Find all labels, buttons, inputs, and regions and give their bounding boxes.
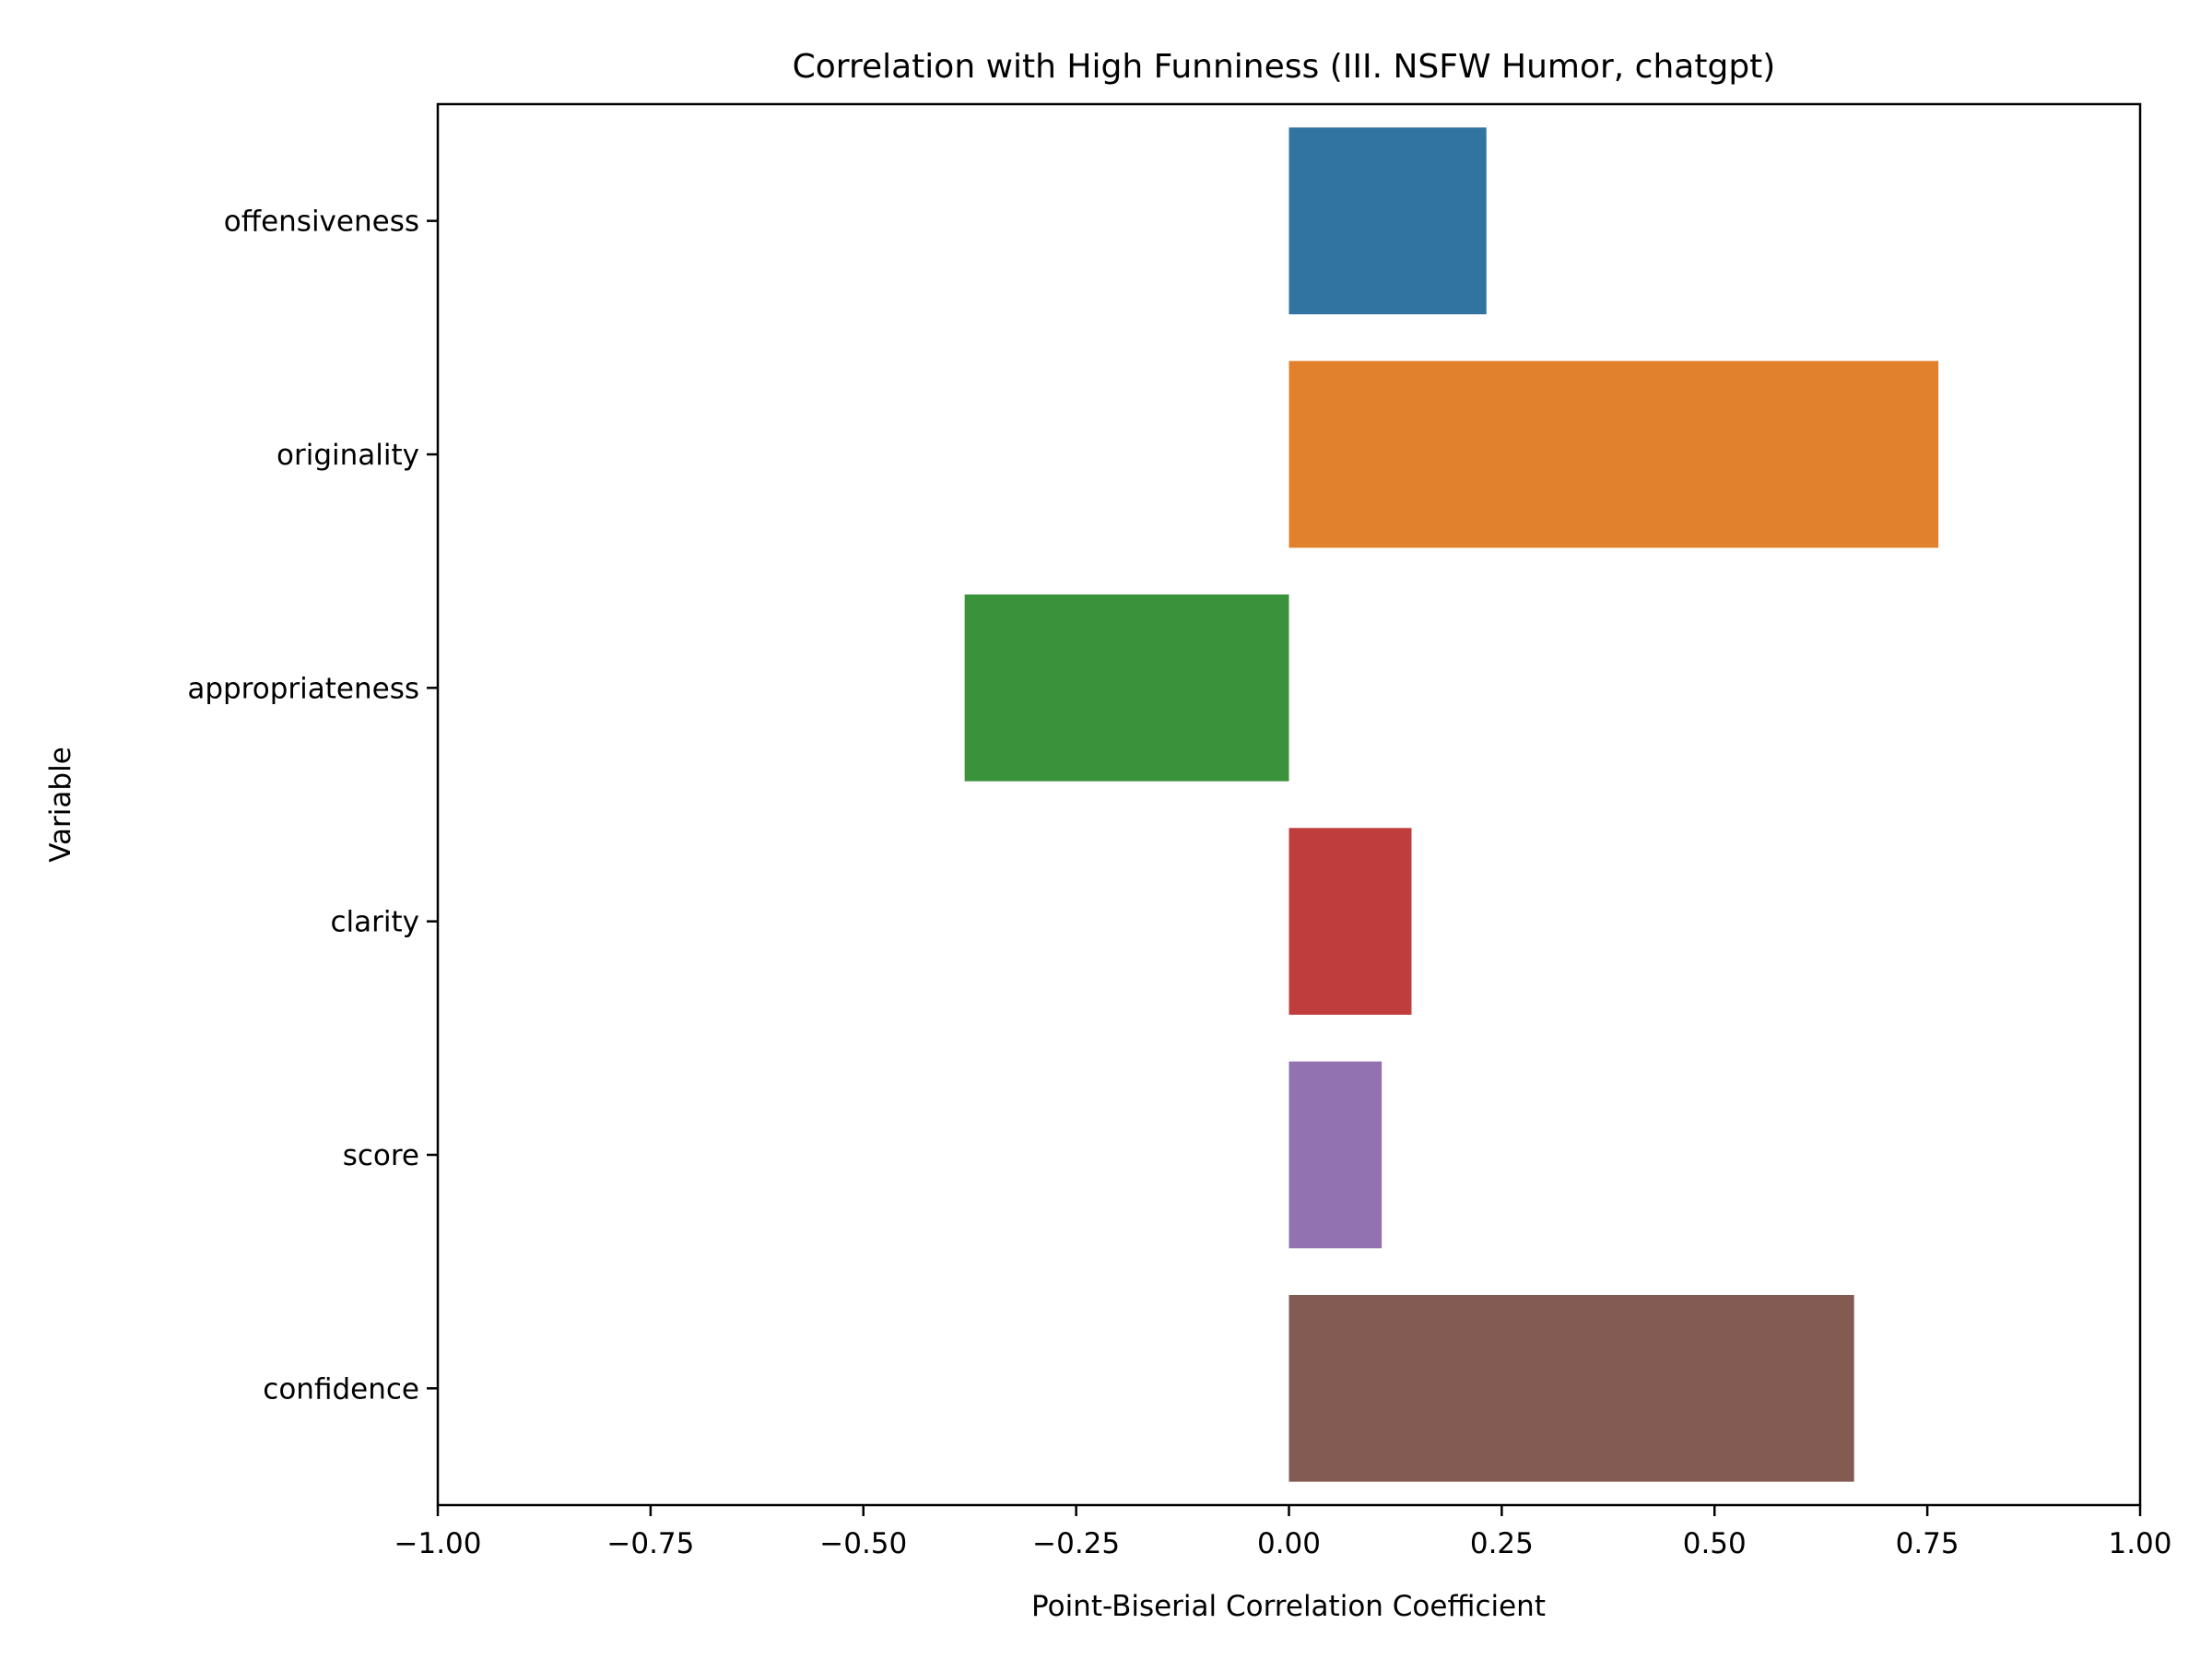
y-tick-label: confidence bbox=[263, 1372, 419, 1406]
bars-group bbox=[964, 127, 1939, 1482]
x-axis-label: Point-Biserial Correlation Coefficient bbox=[1031, 1590, 1546, 1623]
x-tick-label: 0.75 bbox=[1896, 1527, 1959, 1560]
y-axis-ticks: offensiveness originality appropriateness c… bbox=[187, 206, 438, 1406]
y-tick-label: score bbox=[343, 1139, 419, 1172]
y-tick-label: appropriateness bbox=[187, 672, 419, 705]
bar-appropriateness bbox=[964, 594, 1289, 782]
plot-frame bbox=[436, 102, 2142, 1507]
x-tick-label: −1.00 bbox=[394, 1527, 482, 1560]
x-tick-label: −0.25 bbox=[1032, 1527, 1120, 1560]
x-tick-label: 0.25 bbox=[1470, 1527, 1534, 1560]
bar-confidence bbox=[1288, 1295, 1854, 1482]
bar-offensiveness bbox=[1288, 127, 1487, 314]
y-tick-label: clarity bbox=[330, 906, 419, 939]
x-tick-label: 1.00 bbox=[2108, 1527, 2171, 1560]
x-tick-label: −0.75 bbox=[606, 1527, 694, 1560]
chart-title: Correlation with High Funniness (III. NS… bbox=[793, 48, 1776, 86]
x-axis-ticks: −1.00 −0.75 −0.50 −0.25 0.00 0.25 0.50 0.75 1.00 bbox=[394, 1505, 2172, 1560]
x-tick-label: 0.50 bbox=[1683, 1527, 1747, 1560]
bar-originality bbox=[1288, 360, 1939, 548]
x-tick-label: −0.50 bbox=[819, 1527, 907, 1560]
y-axis-label: Variable bbox=[44, 747, 77, 863]
y-tick-label: offensiveness bbox=[224, 206, 419, 239]
bar-clarity bbox=[1288, 828, 1412, 1015]
x-tick-label: 0.00 bbox=[1257, 1527, 1321, 1560]
y-tick-label: originality bbox=[276, 439, 419, 472]
bar-score bbox=[1288, 1061, 1382, 1249]
